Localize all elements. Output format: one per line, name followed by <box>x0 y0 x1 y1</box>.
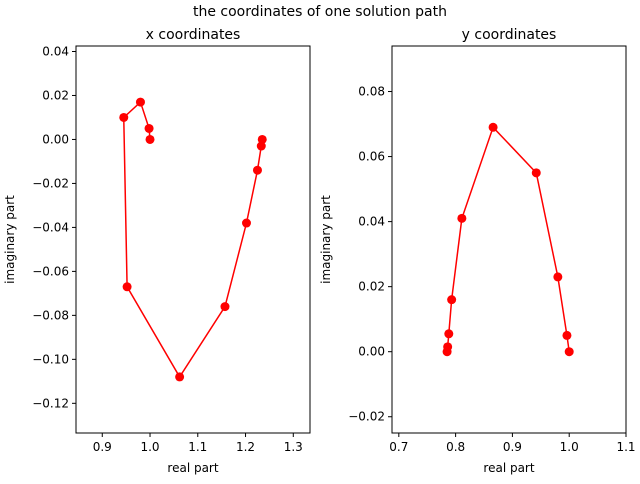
data-point <box>145 134 155 144</box>
subplot-title: y coordinates <box>462 27 557 43</box>
data-point <box>122 282 132 292</box>
data-point <box>257 134 267 144</box>
data-point <box>252 165 262 175</box>
data-point <box>241 218 251 228</box>
x-tick-label: 1.2 <box>236 440 255 454</box>
y-tick-label: −0.10 <box>32 352 69 366</box>
x-tick-label: 0.7 <box>389 440 408 454</box>
y-tick-label: 0.02 <box>42 88 69 102</box>
x-axis-label: real part <box>167 461 218 475</box>
y-tick-label: 0.04 <box>42 44 69 58</box>
y-tick-label: 0.02 <box>358 280 385 294</box>
y-axis-label: imaginary part <box>319 195 333 284</box>
figure-title: the coordinates of one solution path <box>193 4 447 20</box>
y-tick-label: −0.12 <box>32 396 69 410</box>
y-tick-label: 0.08 <box>358 85 385 99</box>
x-tick-label: 0.8 <box>446 440 465 454</box>
y-tick-label: −0.08 <box>32 308 69 322</box>
data-point <box>444 329 454 339</box>
axes-frame <box>75 45 311 434</box>
x-tick-label: 1.1 <box>616 440 635 454</box>
axes-frame <box>391 45 627 434</box>
x-tick-label: 0.9 <box>93 440 112 454</box>
chart-x-coordinates: x coordinates 0.9 1.0 1.1 1.2 1.3 0.04 0.02 0.00… <box>3 27 311 475</box>
y-tick-label: −0.02 <box>348 410 385 424</box>
y-tick-label: 0.00 <box>358 345 385 359</box>
data-point <box>175 372 185 382</box>
data-point <box>564 347 574 357</box>
data-point <box>488 122 498 132</box>
series-line <box>446 125 570 352</box>
y-tick-label: −0.02 <box>32 176 69 190</box>
y-tick-label: 0.00 <box>42 132 69 146</box>
x-tick-label: 0.9 <box>503 440 522 454</box>
chart-y-coordinates: y coordinates 0.7 0.8 0.9 1.0 1.1 0.08 0.06 0.04… <box>319 27 636 475</box>
data-point <box>457 213 467 223</box>
y-tick-label: 0.06 <box>358 150 385 164</box>
x-tick-label: 1.1 <box>188 440 207 454</box>
data-point <box>144 123 154 133</box>
data-point <box>447 295 457 305</box>
x-tick-label: 1.0 <box>140 440 159 454</box>
data-point <box>562 330 572 340</box>
data-point <box>220 302 230 312</box>
y-tick-label: −0.04 <box>32 220 69 234</box>
data-point <box>256 141 266 151</box>
data-point <box>531 168 541 178</box>
data-point <box>553 272 563 282</box>
y-axis-label: imaginary part <box>3 195 17 284</box>
x-axis-label: real part <box>483 461 534 475</box>
x-tick-label: 1.3 <box>284 440 303 454</box>
y-tick-label: 0.04 <box>358 215 385 229</box>
x-tick-label: 1.0 <box>560 440 579 454</box>
data-point <box>119 112 129 122</box>
data-point <box>442 347 452 357</box>
data-point <box>135 97 145 107</box>
subplot-title: x coordinates <box>146 27 241 43</box>
y-tick-label: −0.06 <box>32 264 69 278</box>
